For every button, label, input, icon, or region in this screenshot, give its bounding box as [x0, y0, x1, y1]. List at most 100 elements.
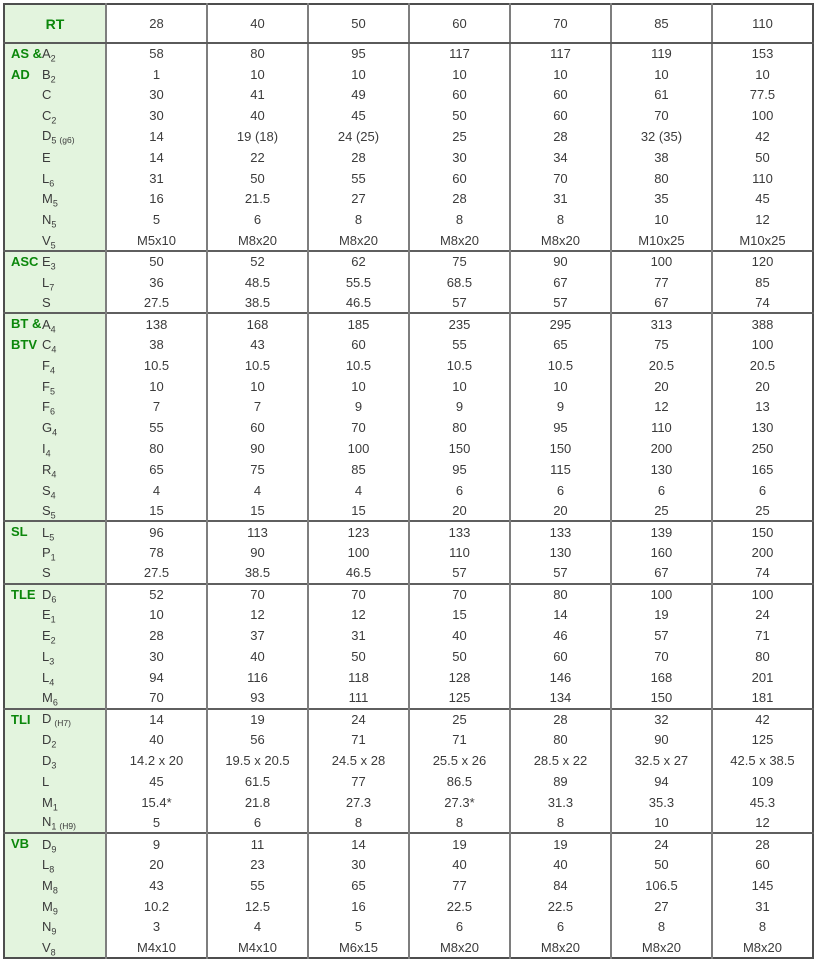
value-cell: 1: [105, 63, 207, 85]
value-cell: 10: [206, 375, 308, 397]
param-subscript: 8: [52, 885, 58, 896]
value-cell: 77: [306, 770, 409, 792]
table-row: E2 28 37 31 40 46 57 71: [4, 625, 813, 647]
param-base: E: [42, 607, 51, 623]
value-cell: 150: [407, 438, 510, 459]
value-cell: 75: [206, 458, 308, 480]
value-cell: 25: [710, 500, 813, 522]
value-cell: 12: [710, 812, 813, 834]
value-cell: 28.5 x 22: [508, 750, 611, 771]
value-cell: 6: [710, 479, 813, 501]
value-cell: 70: [407, 582, 510, 605]
value-cell: 123: [306, 520, 409, 543]
value-cell: 10: [206, 63, 308, 85]
value-cell: 27: [609, 895, 712, 917]
value-cell: 12.5: [206, 895, 308, 917]
value-cell: 6: [609, 479, 712, 501]
value-cell: 50: [407, 105, 510, 127]
param-base: L: [42, 669, 50, 685]
column-header-40: 40: [206, 4, 308, 44]
group-code-line: AD: [11, 66, 30, 82]
value-cell: 71: [710, 625, 813, 647]
table-row: G4 55 60 70 80 95 110 130: [4, 417, 813, 439]
value-cell: 77.5: [710, 84, 813, 106]
value-cell: 70: [609, 105, 712, 127]
table-row: M5 16 21.5 27 28 31 35 45: [4, 188, 813, 210]
value-cell: 8: [306, 209, 409, 231]
value-cell: 295: [508, 312, 611, 335]
value-cell: 117: [508, 42, 611, 64]
value-cell: 45: [306, 105, 409, 127]
param-label: S: [40, 562, 107, 584]
param-base: R: [42, 461, 52, 477]
column-header-70: 70: [508, 4, 611, 44]
table-row: V8 M4x10 M4x10 M6x15 M8x20 M8x20 M8x20 M8x20: [4, 937, 813, 959]
value-cell: 67: [609, 292, 712, 314]
value-cell: 110: [710, 167, 813, 189]
value-cell: 100: [710, 582, 813, 605]
param-subscript: 9: [51, 844, 57, 855]
param-base: N: [42, 212, 52, 228]
table-row: D2 40 56 71 71 80 90 125: [4, 729, 813, 751]
value-cell: 27.5: [105, 292, 207, 314]
param-base: F: [42, 378, 50, 394]
value-cell: 20.5: [710, 354, 813, 376]
value-cell: 65: [105, 458, 207, 480]
value-cell: 80: [206, 42, 308, 64]
value-cell: 8: [407, 209, 510, 231]
value-cell: 25: [407, 126, 510, 147]
table-row: L7 36 48.5 55.5 68.5 67 77 85: [4, 271, 813, 293]
table-row: I4 80 90 100 150 150 200 250: [4, 438, 813, 459]
value-cell: M8x20: [407, 230, 510, 251]
value-cell: 90: [508, 249, 611, 272]
table-row: TLE D6 52 70 70 70 80 100 100: [4, 582, 813, 709]
value-cell: 4: [306, 479, 409, 501]
value-cell: 95: [508, 417, 611, 439]
value-cell: 16: [105, 188, 207, 210]
value-cell: 36: [105, 271, 207, 293]
value-cell: 80: [105, 438, 207, 459]
dimension-spec-table: RT 28 40 50 60 70 85 110 AS & AD A2 58 80 95 1…: [3, 3, 814, 960]
value-cell: 200: [609, 438, 712, 459]
value-cell: 57: [407, 562, 510, 584]
table-row: C2 30 40 45 50 60 70 100: [4, 105, 813, 127]
value-cell: 61: [609, 84, 712, 106]
table-row: L3 30 40 50 50 60 70 80: [4, 646, 813, 667]
table-row: B2 1 10 10 10 10 10 10: [4, 63, 813, 85]
param-base: C: [42, 337, 52, 353]
value-cell: 8: [710, 916, 813, 938]
table-row: E 14 22 28 30 34 38 50: [4, 146, 813, 168]
value-cell: 10.5: [508, 354, 611, 376]
value-cell: 128: [407, 666, 510, 688]
value-cell: 118: [306, 666, 409, 688]
value-cell: 235: [407, 312, 510, 335]
param-subscript: 9: [51, 926, 57, 937]
group-code-cell: AS & AD: [4, 42, 42, 251]
param-subscript: 1: [51, 821, 57, 832]
param-label: M5: [40, 188, 107, 210]
value-cell: 168: [609, 666, 712, 688]
value-cell: 38.5: [206, 562, 308, 584]
value-cell: 24: [710, 604, 813, 626]
value-cell: 134: [508, 687, 611, 709]
value-cell: 200: [710, 542, 813, 563]
value-cell: 80: [407, 417, 510, 439]
param-label: V5: [40, 230, 107, 251]
value-cell: 6: [407, 916, 510, 938]
value-cell: 32: [609, 707, 712, 730]
value-cell: 4: [206, 916, 308, 938]
param-subscript: 5: [51, 219, 57, 230]
value-cell: 133: [508, 520, 611, 543]
param-subscript: 5: [51, 135, 57, 146]
param-label: E1: [40, 604, 107, 626]
value-cell: 31: [710, 895, 813, 917]
value-cell: 32.5 x 27: [609, 750, 712, 771]
value-cell: 80: [609, 167, 712, 189]
group-code-line: BTV: [11, 337, 37, 353]
param-subscript: 8: [49, 864, 55, 875]
value-cell: 133: [407, 520, 510, 543]
value-cell: 3: [105, 916, 207, 938]
value-cell: 35: [609, 188, 712, 210]
value-cell: 10.5: [206, 354, 308, 376]
value-cell: 5: [105, 209, 207, 231]
